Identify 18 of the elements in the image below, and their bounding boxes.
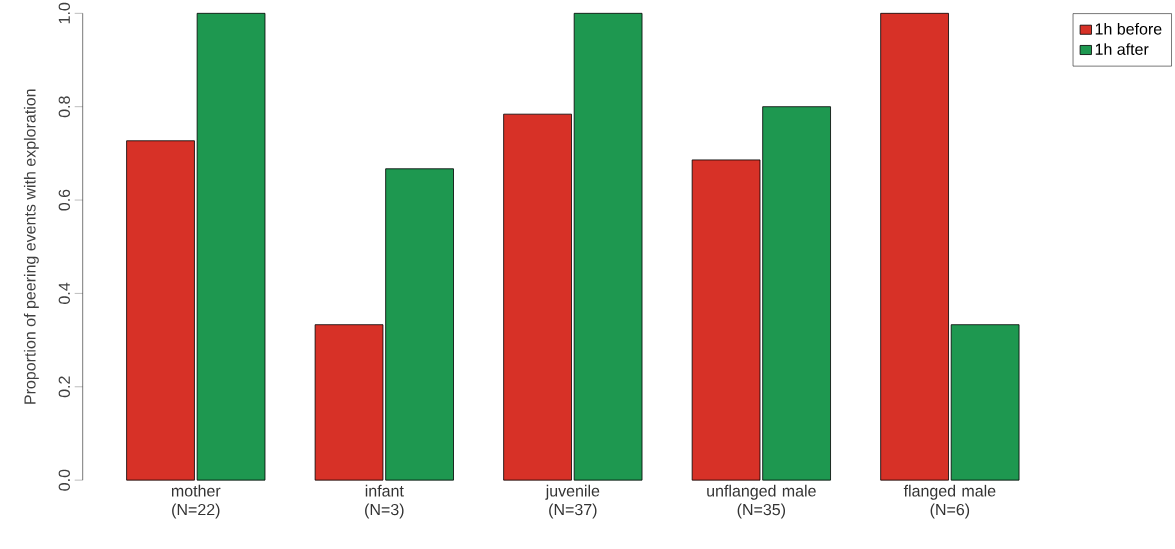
y-tick-label: 0.4 xyxy=(58,282,70,304)
x-tick-label: mother (N=22) xyxy=(171,484,221,519)
bar xyxy=(503,113,572,481)
legend-label: 1h after xyxy=(1095,42,1149,55)
y-tick-label: 0.8 xyxy=(58,96,70,117)
x-tick-label: flanged male (N=6) xyxy=(903,484,996,519)
x-tick-label: juvenile (N=37) xyxy=(545,484,600,519)
bar xyxy=(573,12,643,481)
y-tick-label: 1.0 xyxy=(58,2,70,24)
bar xyxy=(880,12,949,481)
x-tick-label: infant (N=3) xyxy=(365,484,404,519)
y-tick-label: 0.0 xyxy=(58,469,70,491)
legend-label: 1h before xyxy=(1095,22,1162,35)
y-tick-label: 0.2 xyxy=(58,376,70,398)
x-tick-label: unflanged male (N=35) xyxy=(707,484,816,519)
y-axis-title: Proportion of peering events with exploration xyxy=(23,89,39,404)
y-tick-label: 0.6 xyxy=(58,189,70,211)
bar xyxy=(950,324,1020,481)
